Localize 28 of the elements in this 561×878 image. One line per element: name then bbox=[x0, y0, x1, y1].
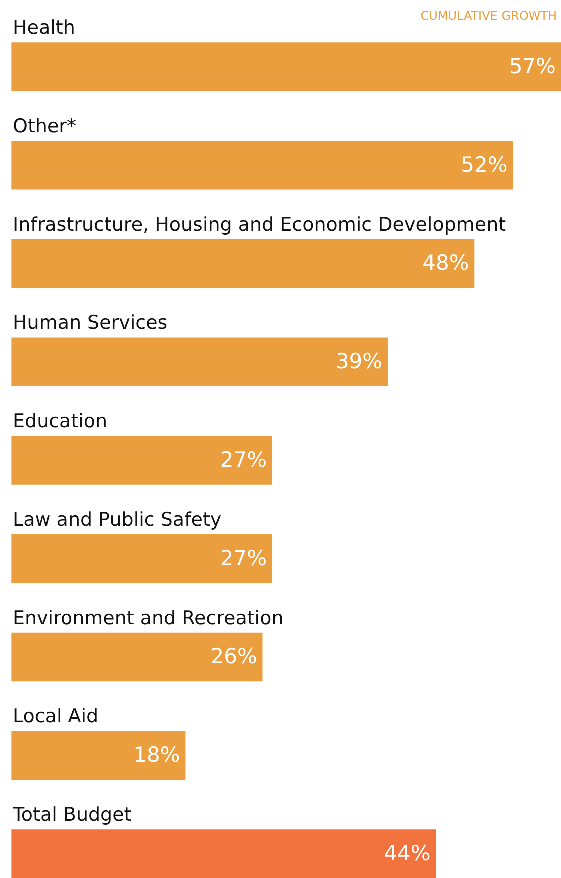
y-tick-label: Law and Public Safety bbox=[13, 508, 222, 531]
y-tick-label: Education bbox=[13, 410, 108, 432]
bar bbox=[12, 731, 186, 780]
data-label: 52% bbox=[461, 152, 508, 177]
data-label: 27% bbox=[220, 448, 268, 472]
y-tick-label: Health bbox=[13, 17, 76, 39]
bar bbox=[12, 141, 514, 190]
bar bbox=[12, 436, 272, 485]
y-tick-label: Infrastructure, Housing and Economic Development bbox=[13, 214, 506, 236]
y-tick-label: Human Services bbox=[13, 312, 168, 334]
data-label: 26% bbox=[210, 644, 258, 669]
y-tick-label: Local Aid bbox=[13, 706, 99, 728]
bar bbox=[12, 338, 388, 386]
y-tick-label: Other* bbox=[13, 115, 76, 138]
bar bbox=[12, 830, 436, 878]
data-label: 57% bbox=[509, 54, 556, 78]
data-label: 39% bbox=[336, 350, 383, 374]
bar bbox=[12, 534, 272, 584]
data-label: 27% bbox=[220, 546, 268, 570]
bar bbox=[12, 239, 475, 288]
y-tick-label: Environment and Recreation bbox=[13, 607, 284, 630]
bar bbox=[12, 42, 561, 92]
y-tick-label: Total Budget bbox=[12, 804, 132, 826]
data-label: 44% bbox=[384, 841, 431, 866]
data-label: 48% bbox=[422, 251, 470, 276]
text: CUMULATIVE GROWTH bbox=[420, 9, 557, 24]
data-label: 18% bbox=[134, 743, 180, 768]
bar bbox=[12, 632, 263, 682]
